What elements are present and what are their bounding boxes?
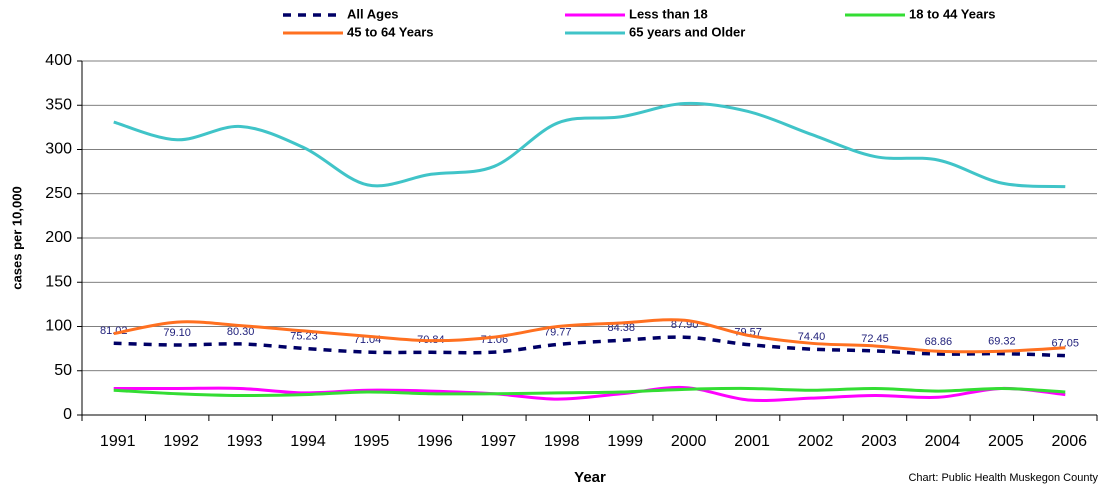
y-tick-label: 350 (45, 96, 72, 113)
data-label: 67.05 (1052, 338, 1080, 350)
data-label: 80.30 (227, 326, 255, 338)
data-label: 72.45 (861, 333, 889, 345)
x-tick-label: 2005 (988, 433, 1024, 450)
series-line (113, 335, 1066, 358)
y-tick-label: 250 (45, 185, 72, 202)
x-tick-label: 1995 (354, 433, 390, 450)
y-tick-label: 300 (45, 141, 72, 158)
y-tick-label: 100 (45, 318, 72, 335)
data-label: 74.40 (798, 331, 826, 343)
x-tick-label: 1996 (417, 433, 453, 450)
x-tick-label: 1993 (227, 433, 263, 450)
source-note: Chart: Public Health Muskegon County (908, 472, 1098, 484)
legend-label: 45 to 64 Years (347, 24, 434, 39)
x-tick-label: 1999 (607, 433, 643, 450)
y-tick-label: 0 (63, 406, 72, 423)
x-tick-label: 1992 (163, 433, 199, 450)
x-tick-label: 2006 (1051, 433, 1087, 450)
series-line (113, 385, 1066, 403)
y-tick-label: 200 (45, 229, 72, 246)
data-label: 84.38 (607, 322, 635, 334)
series-line (113, 101, 1066, 189)
legend-label: 65 years and Older (629, 24, 745, 39)
legend-label: 18 to 44 Years (909, 6, 996, 21)
x-tick-label: 1998 (544, 433, 580, 450)
x-tick-label: 1994 (290, 433, 326, 450)
y-tick-label: 150 (45, 273, 72, 290)
data-label: 69.32 (988, 336, 1016, 348)
x-tick-label: 2002 (798, 433, 834, 450)
y-tick-label: 400 (45, 52, 72, 69)
x-tick-label: 2004 (925, 433, 961, 450)
data-label: 81.02 (100, 325, 128, 337)
x-tick-label: 2001 (734, 433, 770, 450)
x-tick-label: 1991 (100, 433, 136, 450)
x-tick-label: 1997 (481, 433, 517, 450)
series-line (113, 386, 1066, 398)
x-axis-label: Year (574, 469, 606, 486)
x-tick-label: 2000 (671, 433, 707, 450)
data-label: 79.10 (163, 327, 191, 339)
data-label: 68.86 (925, 336, 953, 348)
y-tick-label: 50 (54, 362, 72, 379)
x-tick-label: 2003 (861, 433, 897, 450)
data-label: 75.23 (290, 330, 318, 342)
data-label: 79.77 (544, 326, 572, 338)
series-line (113, 318, 1066, 354)
y-axis-label: cases per 10,000 (9, 186, 24, 289)
legend-label: All Ages (347, 6, 399, 21)
legend-label: Less than 18 (629, 6, 708, 21)
